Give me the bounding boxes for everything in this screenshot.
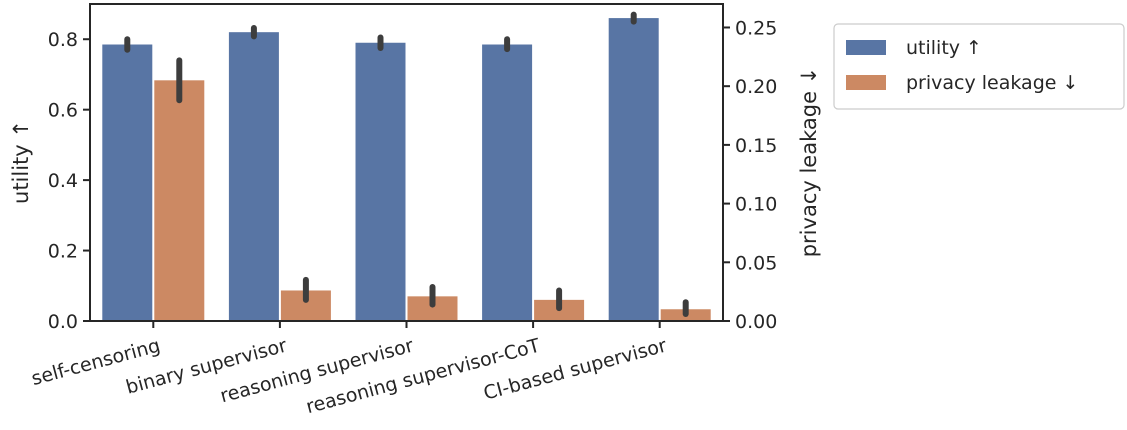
right-tick-label: 0.25 <box>735 17 777 39</box>
legend-label-utility: utility ↑ <box>906 37 982 59</box>
bar-utility-ci-based-supervisor <box>608 18 659 321</box>
bar-utility-reasoning-supervisor-cot <box>482 44 533 321</box>
left-tick-label: 0.0 <box>48 311 78 333</box>
right-tick-label: 0.05 <box>735 252 777 274</box>
right-y-axis: 0.00 0.05 0.10 0.15 0.20 0.25 <box>723 17 777 333</box>
left-axis-label: utility ↑ <box>9 120 33 204</box>
bars-layer <box>102 18 711 322</box>
bar-utility-reasoning-supervisor <box>355 42 406 321</box>
right-axis-label: privacy leakage ↓ <box>797 67 821 258</box>
bar-utility-binary-supervisor <box>228 32 279 322</box>
legend-swatch-privacy-leakage <box>846 75 886 90</box>
right-tick-label: 0.20 <box>735 76 777 98</box>
left-tick-label: 0.4 <box>48 170 78 192</box>
right-tick-label: 0.10 <box>735 194 777 216</box>
legend-box <box>833 23 1125 110</box>
left-tick-label: 0.2 <box>48 241 78 263</box>
right-tick-label: 0.15 <box>735 135 777 157</box>
left-tick-label: 0.8 <box>48 29 78 51</box>
right-tick-label: 0.00 <box>735 311 777 333</box>
legend-label-privacy-leakage: privacy leakage ↓ <box>906 72 1078 94</box>
left-tick-label: 0.6 <box>48 100 78 122</box>
error-bars-layer <box>124 11 689 317</box>
bar-utility-self-censoring <box>102 44 153 321</box>
legend: utility ↑ privacy leakage ↓ <box>833 23 1125 110</box>
left-y-axis: 0.0 0.2 0.4 0.6 0.8 <box>48 29 90 333</box>
bar-privacy-self-censoring <box>154 80 205 321</box>
legend-swatch-utility <box>846 40 886 55</box>
